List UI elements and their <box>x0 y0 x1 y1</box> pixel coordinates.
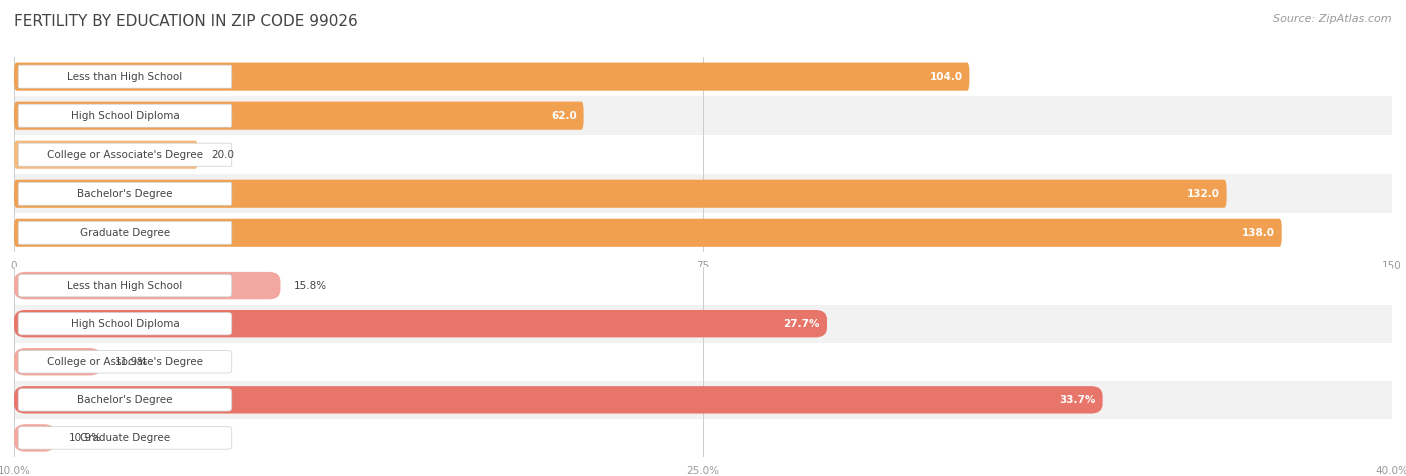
Text: 10.9%: 10.9% <box>69 433 103 443</box>
Text: 132.0: 132.0 <box>1187 188 1220 199</box>
FancyBboxPatch shape <box>14 101 583 130</box>
FancyBboxPatch shape <box>14 310 827 337</box>
Text: Graduate Degree: Graduate Degree <box>80 433 170 443</box>
FancyBboxPatch shape <box>18 312 232 335</box>
Text: 20.0: 20.0 <box>211 149 235 160</box>
FancyBboxPatch shape <box>14 218 1282 247</box>
Text: Source: ZipAtlas.com: Source: ZipAtlas.com <box>1274 14 1392 24</box>
FancyBboxPatch shape <box>14 272 280 299</box>
Text: High School Diploma: High School Diploma <box>70 318 180 329</box>
FancyBboxPatch shape <box>14 96 1392 135</box>
Text: Bachelor's Degree: Bachelor's Degree <box>77 395 173 405</box>
FancyBboxPatch shape <box>14 343 1392 381</box>
FancyBboxPatch shape <box>18 143 232 166</box>
FancyBboxPatch shape <box>18 426 232 449</box>
FancyBboxPatch shape <box>18 388 232 411</box>
Text: Bachelor's Degree: Bachelor's Degree <box>77 188 173 199</box>
FancyBboxPatch shape <box>14 419 1392 457</box>
FancyBboxPatch shape <box>18 65 232 88</box>
FancyBboxPatch shape <box>14 179 1226 208</box>
Text: 27.7%: 27.7% <box>783 318 820 329</box>
FancyBboxPatch shape <box>18 221 232 244</box>
FancyBboxPatch shape <box>18 350 232 373</box>
Text: 104.0: 104.0 <box>929 71 963 82</box>
FancyBboxPatch shape <box>14 267 1392 305</box>
FancyBboxPatch shape <box>14 213 1392 252</box>
FancyBboxPatch shape <box>14 174 1392 213</box>
FancyBboxPatch shape <box>14 424 55 452</box>
FancyBboxPatch shape <box>14 348 101 376</box>
FancyBboxPatch shape <box>18 104 232 127</box>
FancyBboxPatch shape <box>18 182 232 205</box>
Text: 11.9%: 11.9% <box>115 357 148 367</box>
Text: Less than High School: Less than High School <box>67 280 183 291</box>
FancyBboxPatch shape <box>18 274 232 297</box>
FancyBboxPatch shape <box>14 57 1392 96</box>
Text: College or Associate's Degree: College or Associate's Degree <box>46 149 202 160</box>
FancyBboxPatch shape <box>14 305 1392 343</box>
Text: FERTILITY BY EDUCATION IN ZIP CODE 99026: FERTILITY BY EDUCATION IN ZIP CODE 99026 <box>14 14 357 30</box>
Text: College or Associate's Degree: College or Associate's Degree <box>46 357 202 367</box>
FancyBboxPatch shape <box>14 135 1392 174</box>
Text: 15.8%: 15.8% <box>294 280 328 291</box>
FancyBboxPatch shape <box>14 386 1102 414</box>
FancyBboxPatch shape <box>14 381 1392 419</box>
Text: 33.7%: 33.7% <box>1059 395 1095 405</box>
FancyBboxPatch shape <box>14 62 969 91</box>
Text: 138.0: 138.0 <box>1241 228 1275 238</box>
FancyBboxPatch shape <box>14 140 198 169</box>
Text: 62.0: 62.0 <box>551 110 576 121</box>
Text: High School Diploma: High School Diploma <box>70 110 180 121</box>
Text: Less than High School: Less than High School <box>67 71 183 82</box>
Text: Graduate Degree: Graduate Degree <box>80 228 170 238</box>
